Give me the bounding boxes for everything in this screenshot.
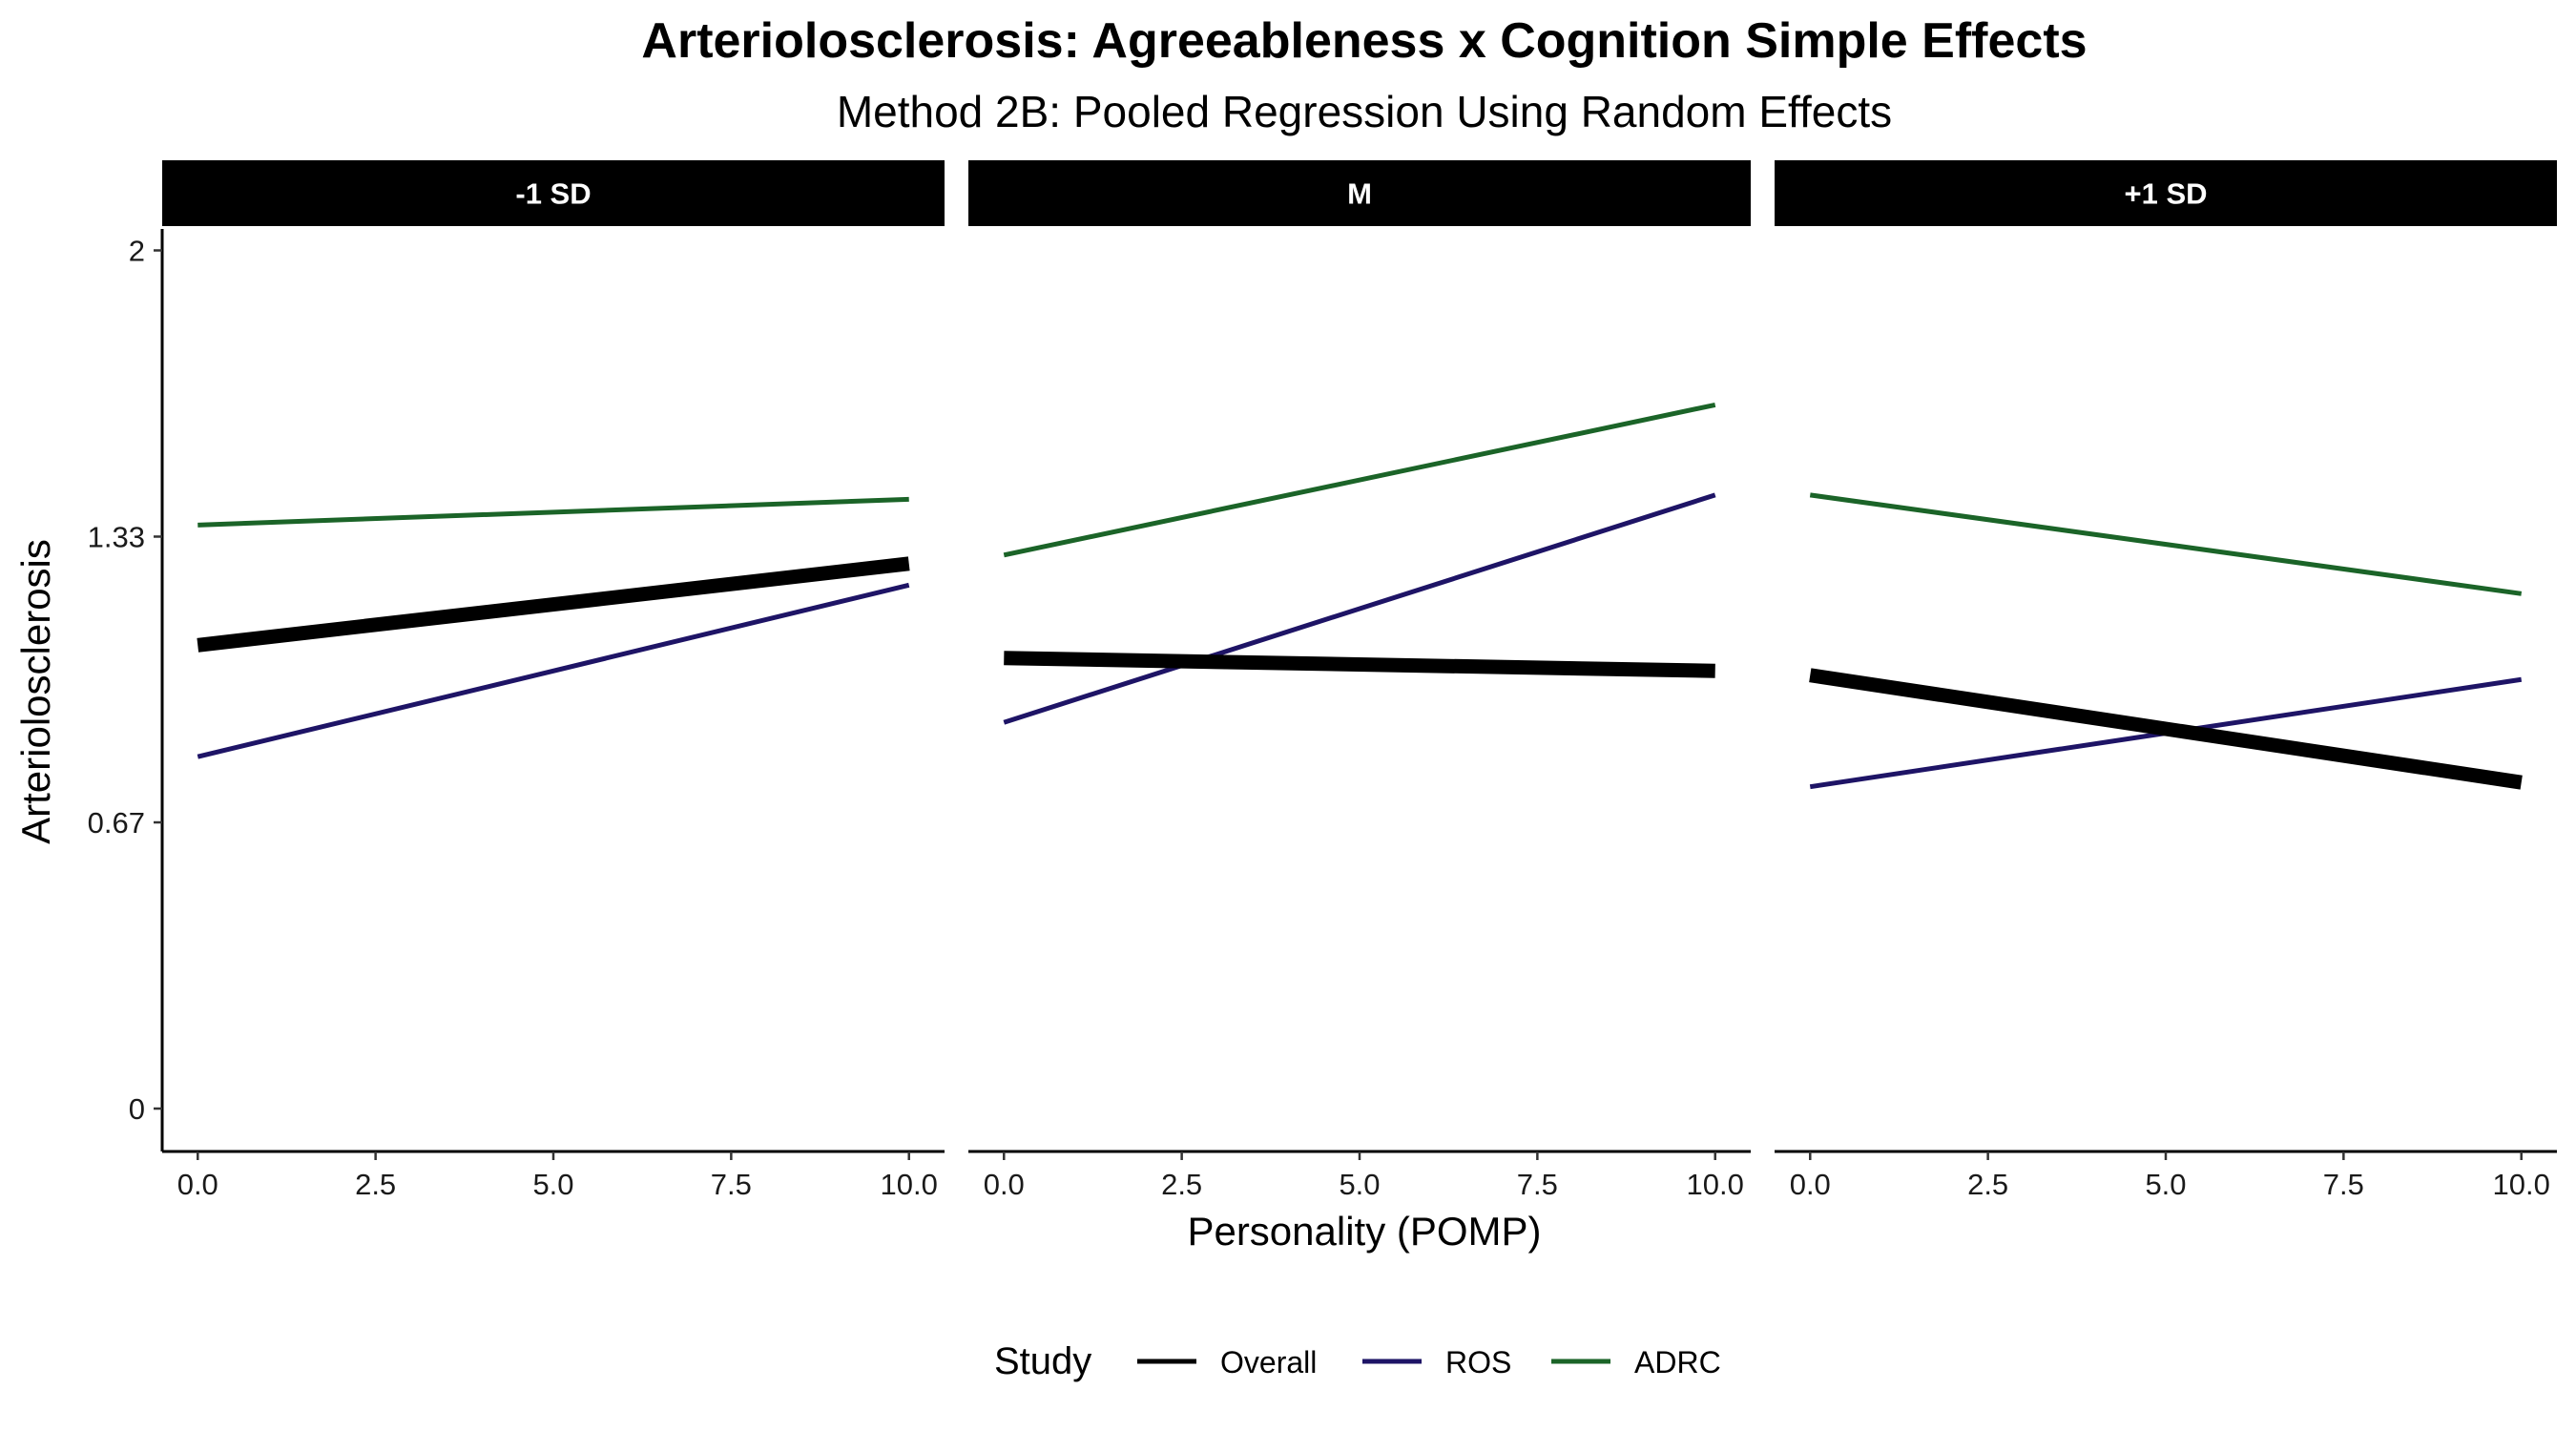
- legend-label-adrc: ADRC: [1634, 1345, 1721, 1379]
- y-tick-label: 0.67: [88, 806, 145, 840]
- y-tick-label: 2: [129, 234, 145, 267]
- chart-subtitle: Method 2B: Pooled Regression Using Rando…: [837, 87, 1892, 136]
- x-tick-label: 10.0: [881, 1168, 938, 1201]
- x-tick-label: 10.0: [1687, 1168, 1744, 1201]
- legend: Study Overall ROS ADRC: [994, 1340, 1721, 1382]
- facet-strip: [1775, 160, 2557, 226]
- x-tick-label: 7.5: [711, 1168, 752, 1201]
- x-tick-label: 0.0: [984, 1168, 1025, 1201]
- x-axis-title: Personality (POMP): [1187, 1209, 1541, 1254]
- facet-strip-label: +1 SD: [2124, 177, 2207, 211]
- x-tick-label: 10.0: [2493, 1168, 2550, 1201]
- series-line-adrc: [1809, 492, 2523, 596]
- legend-title: Study: [994, 1340, 1091, 1382]
- x-tick-label: 2.5: [1161, 1168, 1202, 1201]
- facet-panel: M 0.0 2.5 5.0 7.5 10.0: [968, 160, 1751, 1201]
- legend-label-ros: ROS: [1445, 1345, 1511, 1379]
- x-tick-label: 0.0: [177, 1168, 218, 1201]
- legend-label-overall: Overall: [1220, 1345, 1317, 1379]
- x-tick-label: 2.5: [355, 1168, 396, 1201]
- x-tick-label: 5.0: [532, 1168, 573, 1201]
- facet-strip-label: M: [1347, 177, 1372, 211]
- x-tick-label: 0.0: [1790, 1168, 1831, 1201]
- series-line-overall: [197, 556, 910, 653]
- chart-title: Arteriolosclerosis: Agreeableness x Cogn…: [641, 13, 2087, 69]
- series-line-overall: [1809, 668, 2523, 790]
- series-line-ros: [1003, 492, 1716, 725]
- x-tick-label: 7.5: [1517, 1168, 1558, 1201]
- series-line-ros: [197, 582, 910, 759]
- facet-strip-label: -1 SD: [515, 177, 591, 211]
- y-tick-label: 1.33: [88, 520, 145, 553]
- x-tick-label: 2.5: [1967, 1168, 2008, 1201]
- series-line-overall: [1004, 651, 1715, 678]
- series-line-adrc: [197, 496, 909, 528]
- x-tick-label: 7.5: [2323, 1168, 2364, 1201]
- y-axis-title: Arteriolosclerosis: [13, 539, 58, 844]
- facet-panel: +1 SD 0.0 2.5 5.0 7.5 10.0: [1775, 160, 2557, 1201]
- facet-strip: [162, 160, 945, 226]
- facet-strip: [968, 160, 1751, 226]
- facet-panel: -1 SD 0.0 2.5 5.0 7.5 10.0 0 0.67 1.33 2: [88, 160, 945, 1201]
- y-tick-label: 0: [129, 1092, 145, 1126]
- series-line-adrc: [1003, 402, 1716, 558]
- facet-panels: -1 SD 0.0 2.5 5.0 7.5 10.0 0 0.67 1.33 2 M 0.0 2.5 5.…: [88, 160, 2557, 1201]
- x-tick-label: 5.0: [1339, 1168, 1380, 1201]
- x-tick-label: 5.0: [2145, 1168, 2186, 1201]
